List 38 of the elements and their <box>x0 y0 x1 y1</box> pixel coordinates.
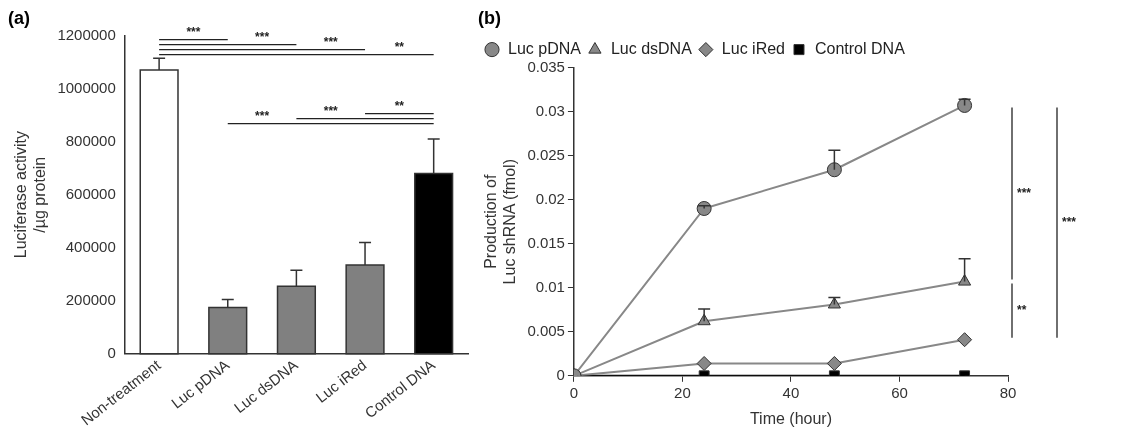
y-tick-label: 600000 <box>65 184 116 202</box>
text: *** <box>1062 214 1077 229</box>
y-tick-label: 0 <box>107 343 116 361</box>
annotation: *** <box>323 103 339 118</box>
legend-label: Luc pDNA <box>508 40 582 58</box>
y-tick-label: 200000 <box>65 290 116 308</box>
y-tick-label: 0.005 <box>527 321 565 339</box>
legend-label: Luc dsDNA <box>610 40 693 58</box>
annotation: ** <box>394 98 405 113</box>
text: *** <box>1017 185 1032 200</box>
y-axis-title: Production of Luc shRNA (fmol) <box>482 159 519 285</box>
legend-label: Luc iRed <box>721 40 785 58</box>
y-tick-label: 1000000 <box>57 78 116 96</box>
y-tick-label: 0.025 <box>527 145 565 163</box>
chart-title: (b) <box>478 7 501 28</box>
x-tick-label: 0 <box>569 383 579 401</box>
chart-title: (a) <box>8 7 30 28</box>
annotation: *** <box>323 34 339 49</box>
x-axis-title: Time (hour) <box>749 409 833 427</box>
y-tick-label: 1200000 <box>57 25 116 43</box>
y-tick-label: 800000 <box>65 131 116 149</box>
y-tick-label: 0.015 <box>527 233 565 251</box>
text: ** <box>1017 302 1027 317</box>
x-tick-label: 60 <box>891 383 908 401</box>
y-axis-title: Luciferase activity /µg protein <box>12 131 49 259</box>
y-tick-label: 400000 <box>65 237 116 255</box>
annotation: *** <box>255 108 270 123</box>
x-tick-label: 40 <box>782 383 800 401</box>
annotation: *** <box>255 29 270 44</box>
y-tick-label: 0.01 <box>535 277 565 295</box>
y-tick-label: 0.03 <box>535 101 565 119</box>
annotation: *** <box>186 24 201 39</box>
x-tick-label: 20 <box>674 383 691 401</box>
legend-label: Control DNA <box>814 40 906 58</box>
y-tick-label: 0.035 <box>527 57 565 75</box>
annotation: ** <box>394 39 405 54</box>
y-tick-label: 0.02 <box>535 189 565 207</box>
x-tick-label: 80 <box>999 383 1017 401</box>
